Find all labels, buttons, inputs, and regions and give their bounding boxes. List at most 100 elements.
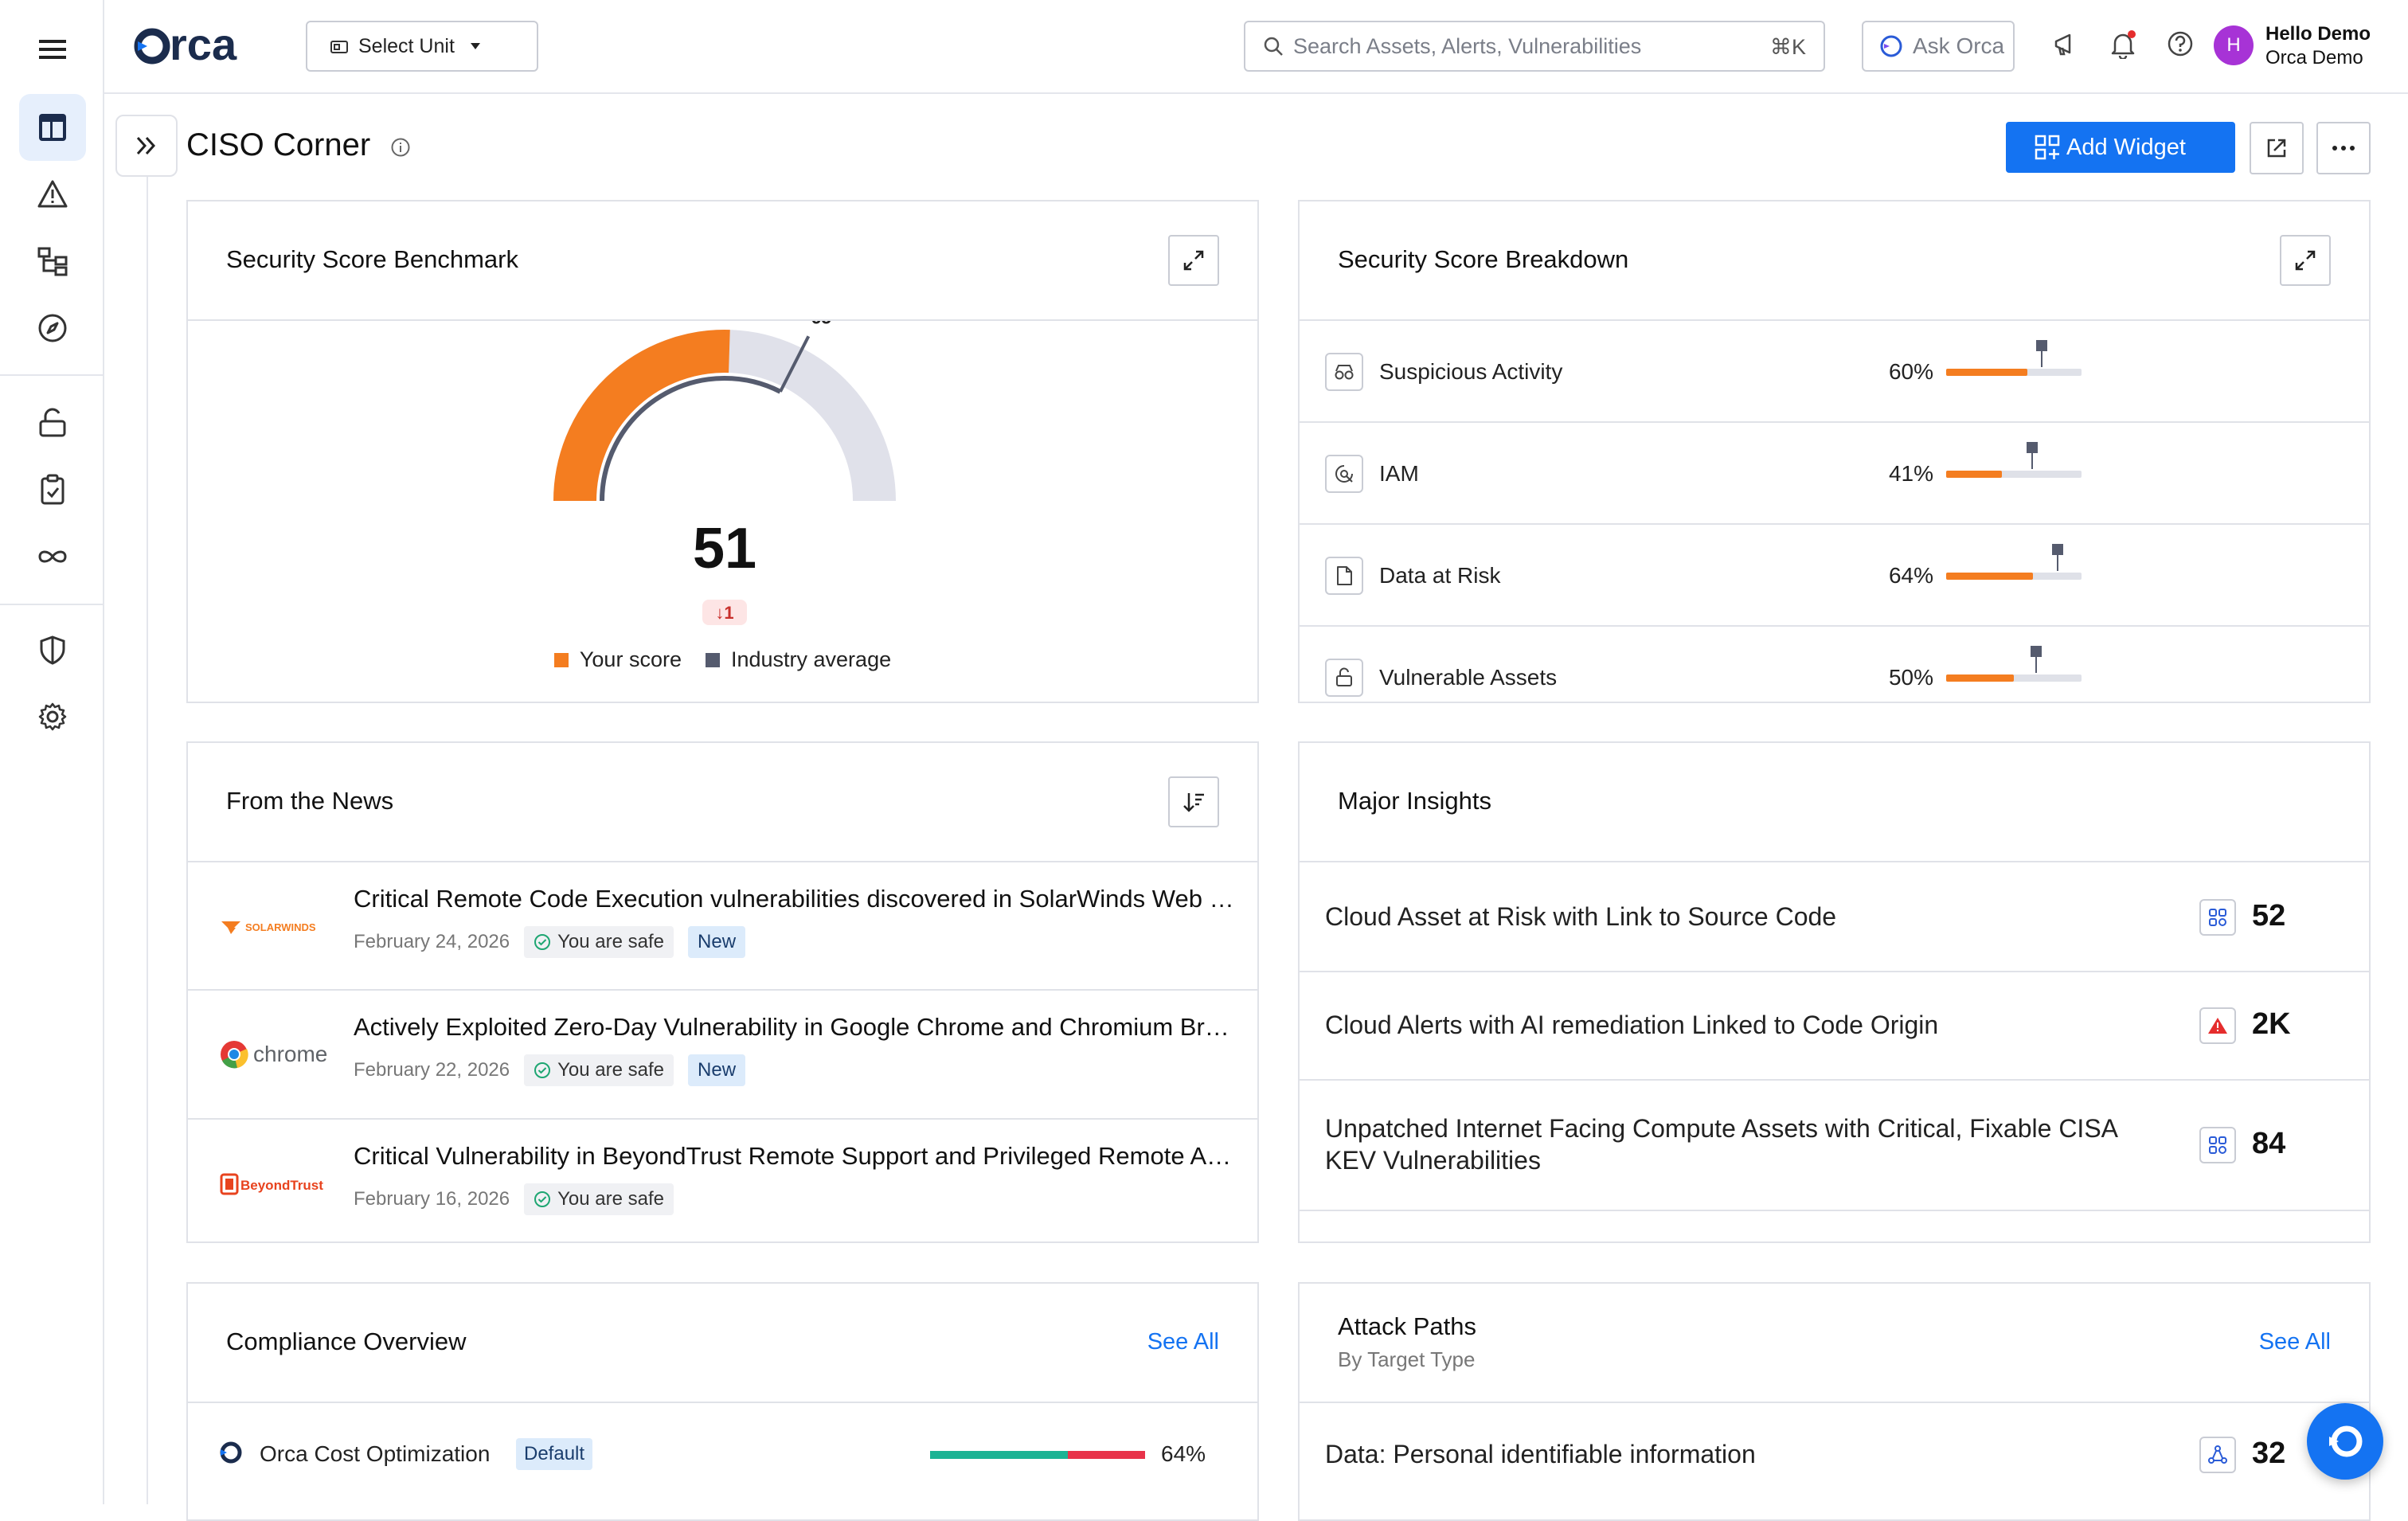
insight-label: Unpatched Internet Facing Compute Assets… (1325, 1114, 2117, 1175)
insight-row[interactable]: Cloud Asset at Risk with Link to Source … (1300, 862, 2369, 972)
sidebar-item-dashboard[interactable] (19, 94, 86, 161)
see-all-link[interactable]: See All (1147, 1329, 1219, 1355)
menu-icon[interactable] (19, 16, 86, 83)
caret-down-icon (469, 42, 482, 50)
breakdown-label: Data at Risk (1379, 563, 1501, 588)
orca-logo[interactable]: rca (131, 19, 275, 76)
shield-icon (39, 635, 66, 665)
add-widget-label: Add Widget (2066, 134, 2186, 160)
see-all-link[interactable]: See All (2258, 1329, 2331, 1355)
clipboard-check-icon (40, 474, 65, 506)
insight-row[interactable]: Cloud Alerts with AI remediation Linked … (1300, 972, 2369, 1081)
safe-badge: You are safe (524, 926, 674, 958)
news-title[interactable]: Critical Remote Code Execution vulnerabi… (354, 885, 1237, 913)
industry-value: 65 (811, 321, 832, 327)
sidebar-item-shield[interactable] (19, 616, 86, 683)
safe-badge: You are safe (524, 1054, 674, 1086)
delta-badge (702, 600, 747, 625)
bell-icon[interactable] (2109, 30, 2137, 59)
gear-icon (37, 702, 68, 732)
sidebar-item-alerts[interactable] (19, 161, 86, 228)
insight-count: 2K (2252, 1007, 2291, 1041)
info-icon[interactable] (390, 137, 411, 158)
card-title: Compliance Overview (226, 1327, 467, 1355)
expand-widget-button[interactable] (1168, 235, 1219, 286)
search-input[interactable]: Search Assets, Alerts, Vulnerabilities ⌘… (1244, 21, 1825, 72)
news-meta: February 24, 2026 You are safe New (354, 926, 746, 958)
attack-path-row[interactable]: Data: Personal identifiable information … (1300, 1403, 2369, 1507)
sidebar-item-compliance[interactable] (19, 456, 86, 523)
security-score-benchmark-card: Security Score Benchmark 65 51 ↓1 Your s… (186, 200, 1259, 703)
benchmark-marker (2031, 646, 2042, 673)
asset-graph-icon (2199, 899, 2236, 936)
benchmark-gauge: 65 51 ↓1 (553, 321, 896, 625)
card-header: From the News (188, 743, 1257, 862)
orca-framework-icon (218, 1440, 244, 1465)
check-circle-icon (534, 933, 551, 951)
help-icon[interactable] (2167, 30, 2194, 57)
compliance-row[interactable]: Orca Cost Optimization Default 64% (188, 1403, 1257, 1507)
breakdown-row[interactable]: Data at Risk 64% (1300, 525, 2369, 627)
megaphone-icon[interactable] (2052, 30, 2079, 57)
chat-assistant-button[interactable] (2307, 1403, 2383, 1480)
breakdown-bar-fill (1946, 369, 2027, 376)
ask-orca-button[interactable]: Ask Orca (1862, 21, 2015, 72)
dashboard-icon (37, 112, 68, 143)
add-widget-button[interactable]: Add Widget (2006, 122, 2235, 173)
sidebar-item-inventory[interactable] (19, 228, 86, 295)
news-item[interactable]: SOLARWINDS Critical Remote Code Executio… (188, 862, 1257, 991)
solarwinds-logo: SOLARWINDS (220, 902, 331, 950)
more-horizontal-icon (2332, 145, 2355, 151)
sidebar-item-discovery[interactable] (19, 295, 86, 362)
expand-widget-button[interactable] (2280, 235, 2331, 286)
share-button[interactable] (2250, 122, 2304, 174)
breakdown-bar (1946, 674, 2082, 682)
breakdown-row[interactable]: IAM 41% (1300, 423, 2369, 525)
card-header: Attack Paths By Target Type See All (1300, 1284, 2369, 1403)
breakdown-label: IAM (1379, 461, 1419, 486)
user-org: Orca Demo (2265, 47, 2363, 68)
card-header: Security Score Benchmark (188, 201, 1257, 321)
news-meta: February 16, 2026 You are safe (354, 1183, 674, 1215)
card-header: Compliance Overview See All (188, 1284, 1257, 1403)
compass-icon (37, 313, 68, 343)
sort-button[interactable] (1168, 776, 1219, 827)
card-subtitle: By Target Type (1338, 1347, 1476, 1371)
more-options-button[interactable] (2316, 122, 2371, 174)
compliance-overview-card: Compliance Overview See All Orca Cost Op… (186, 1282, 1259, 1521)
insight-label: Cloud Asset at Risk with Link to Source … (1325, 902, 1837, 931)
double-chevron-right-icon (135, 135, 158, 156)
news-title[interactable]: Critical Vulnerability in BeyondTrust Re… (354, 1142, 1237, 1170)
warning-icon (37, 179, 68, 209)
search-placeholder: Search Assets, Alerts, Vulnerabilities (1293, 33, 1642, 58)
attack-path-count: 32 (2252, 1437, 2286, 1470)
avatar[interactable]: H (2214, 25, 2254, 65)
breakdown-row[interactable]: Vulnerable Assets 50% (1300, 627, 2369, 702)
news-item[interactable]: BeyondTrust Critical Vulnerability in Be… (188, 1120, 1257, 1241)
alert-triangle-icon (2199, 1007, 2236, 1044)
asset-graph-icon (2199, 1127, 2236, 1163)
sidebar-divider (0, 374, 104, 376)
logo-text: rca (170, 21, 237, 69)
infinity-icon (37, 547, 68, 566)
major-insights-card: Major Insights Cloud Asset at Risk with … (1298, 741, 2371, 1243)
sidebar-item-integrations[interactable] (19, 523, 86, 590)
breakdown-row[interactable]: Suspicious Activity 60% (1300, 321, 2369, 423)
legend-industry-average: Industry average (705, 647, 891, 672)
breakdown-bar (1946, 369, 2082, 376)
card-header: Security Score Breakdown (1300, 201, 2369, 321)
insight-count: 52 (2252, 899, 2286, 933)
share-icon (2265, 137, 2288, 159)
news-title[interactable]: Actively Exploited Zero-Day Vulnerabilit… (354, 1013, 1237, 1041)
user-menu[interactable]: Hello Demo Orca Demo (2265, 22, 2371, 70)
news-item[interactable]: chrome Actively Exploited Zero-Day Vulne… (188, 991, 1257, 1120)
sidebar-item-settings[interactable] (19, 683, 86, 750)
safe-badge: You are safe (524, 1183, 674, 1215)
compliance-bar (930, 1451, 1145, 1459)
suspicious-activity-icon (1325, 353, 1363, 391)
expand-panel-button[interactable] (115, 115, 178, 177)
iam-icon (1325, 455, 1363, 493)
unit-select[interactable]: Select Unit (306, 21, 538, 72)
sidebar-item-vulnerabilities[interactable] (19, 389, 86, 456)
insight-row[interactable]: Unpatched Internet Facing Compute Assets… (1300, 1081, 2369, 1211)
